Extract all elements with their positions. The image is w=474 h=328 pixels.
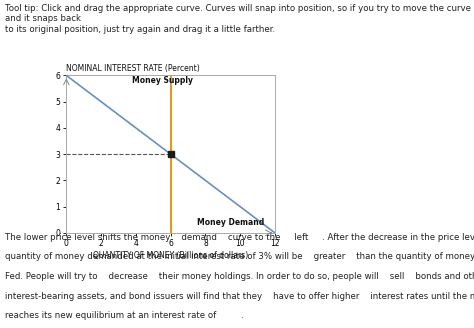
Text: Fed. People will try to    decrease    their money holdings. In order to do so, : Fed. People will try to decrease their m…: [5, 272, 474, 281]
X-axis label: QUANTITY OF MONEY (Billions of dollars): QUANTITY OF MONEY (Billions of dollars): [93, 251, 248, 260]
Text: NOMINAL INTEREST RATE (Percent): NOMINAL INTEREST RATE (Percent): [66, 64, 200, 73]
Text: The lower price level shifts the money    demand    curve to the     left     . : The lower price level shifts the money d…: [5, 233, 474, 241]
Text: Tool tip: Click and drag the appropriate curve. Curves will snap into position, : Tool tip: Click and drag the appropriate…: [5, 4, 471, 33]
Text: interest-bearing assets, and bond issuers will find that they    have to offer h: interest-bearing assets, and bond issuer…: [5, 292, 474, 300]
Text: Money Supply: Money Supply: [132, 76, 193, 85]
Text: Money Demand: Money Demand: [197, 218, 264, 227]
Text: quantity of money demanded at the initial interest rate of 3% will be    greater: quantity of money demanded at the initia…: [5, 252, 474, 261]
Text: reaches its new equilibrium at an interest rate of         .: reaches its new equilibrium at an intere…: [5, 311, 243, 320]
